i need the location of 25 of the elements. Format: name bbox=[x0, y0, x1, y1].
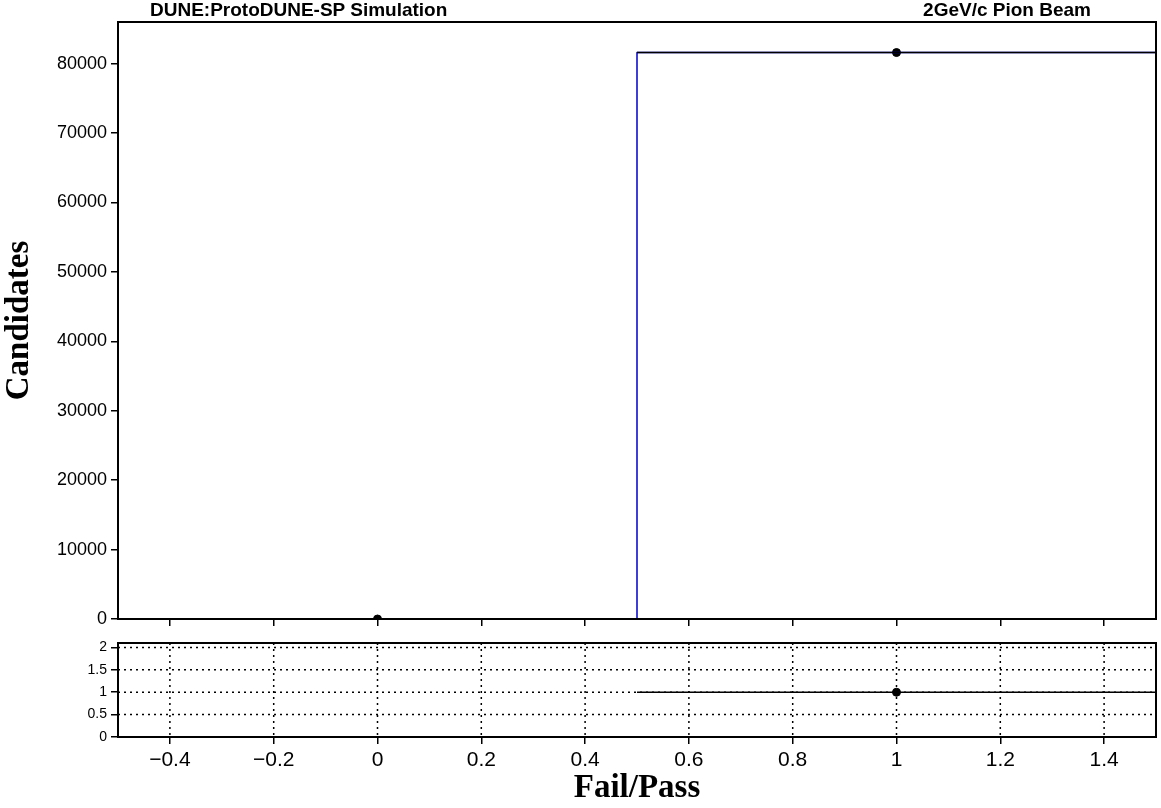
y-tick-label: 20000 bbox=[56, 469, 107, 490]
y-tick-label: 50000 bbox=[56, 260, 107, 281]
x-tick-label: 1 bbox=[890, 747, 903, 771]
x-tick-label: 0.2 bbox=[466, 747, 496, 771]
x-tick-label: 0 bbox=[371, 747, 384, 771]
y-tick-label: 80000 bbox=[56, 52, 107, 73]
text: 2GeV/c Pion Beam bbox=[923, 0, 1091, 21]
x-tick-label: −0.2 bbox=[252, 747, 295, 771]
y-tick-label: 1 bbox=[99, 683, 108, 700]
y-tick-label: 0 bbox=[96, 607, 107, 628]
x-tick-label: −0.4 bbox=[149, 747, 191, 771]
y-tick-label: 40000 bbox=[56, 330, 107, 351]
chart-title: DUNE:ProtoDUNE-SP Simulation bbox=[150, 0, 448, 21]
y-tick-label: 30000 bbox=[56, 399, 107, 420]
y-tick-label: 2 bbox=[99, 638, 108, 655]
x-tick-label: 1.4 bbox=[1089, 747, 1120, 771]
y-tick-label: 0.5 bbox=[87, 705, 108, 722]
y-tick-label: 60000 bbox=[56, 191, 107, 212]
x-tick-label: 1.2 bbox=[985, 747, 1015, 771]
y-tick-label: 0 bbox=[99, 727, 108, 744]
y-tick-label: 10000 bbox=[56, 538, 107, 559]
x-tick-label: 0.8 bbox=[778, 747, 808, 771]
y-tick-label: 1.5 bbox=[87, 660, 108, 677]
y-tick-label: 70000 bbox=[56, 122, 107, 143]
y-axis-title: Candidates bbox=[0, 240, 36, 401]
